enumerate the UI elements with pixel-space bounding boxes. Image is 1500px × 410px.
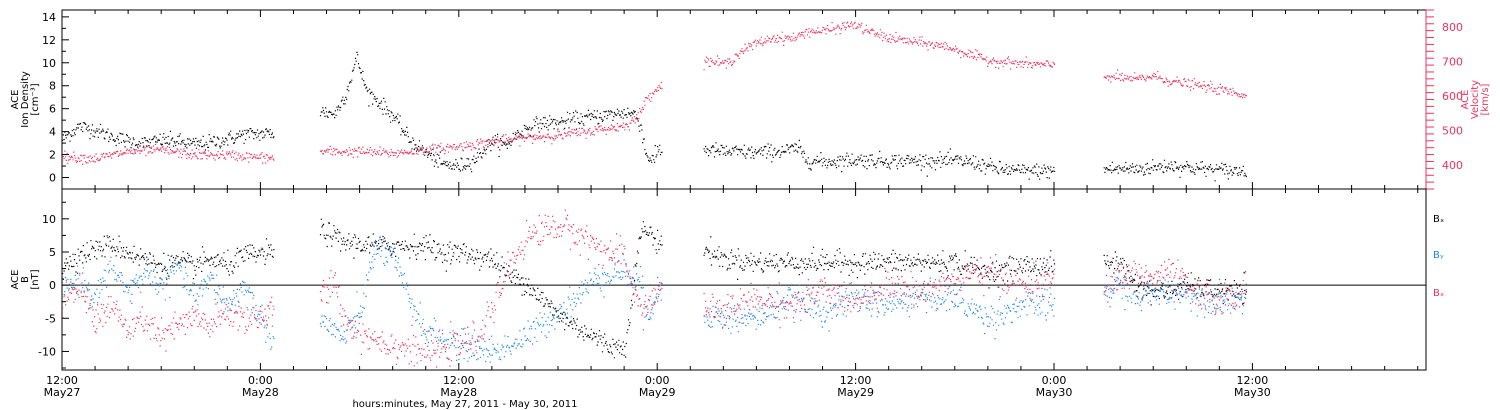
y-axis-title: ACE — [10, 270, 21, 290]
x-tick-time-label: 0:00 — [248, 374, 273, 387]
x-tick-time-label: 12:00 — [840, 374, 872, 387]
x-tick-time-label: 12:00 — [443, 374, 475, 387]
y-tick-label: 2 — [49, 149, 56, 162]
y-tick-label: 10 — [42, 57, 56, 70]
y-tick-label: 5 — [49, 246, 56, 259]
x-tick-time-label: 0:00 — [645, 374, 670, 387]
x-tick-time-label: 12:00 — [1237, 374, 1269, 387]
y-tick-label: -10 — [38, 345, 56, 358]
right-y-tick-label: 400 — [1442, 159, 1463, 172]
x-axis-title: hours:minutes, May 27, 2011 - May 30, 20… — [352, 399, 577, 410]
series-points — [62, 21, 1247, 165]
y-axis-title: [cm⁻³] — [30, 83, 41, 115]
x-tick-date-label: May30 — [1036, 386, 1073, 399]
magnetic-field-panel: -10 -5 0 5 10 ACE B [nT] Bₓ Bᵧ Bₓ — [10, 188, 1444, 371]
time-axis: 12:00May270:00May2812:00May280:00May2912… — [44, 10, 1419, 399]
series-points — [62, 218, 1247, 359]
panel-frame — [61, 188, 1427, 371]
right-y-tick-label: 500 — [1442, 124, 1463, 137]
y-axis-title: B — [20, 276, 31, 283]
x-tick-date-label: May29 — [837, 386, 874, 399]
x-tick-date-label: May29 — [639, 386, 676, 399]
series-1 — [62, 238, 1247, 363]
right-y-tick-label: 800 — [1442, 21, 1463, 34]
y-tick-label: 0 — [49, 172, 56, 185]
y-tick-label: 0 — [49, 279, 56, 292]
x-tick-time-label: 12:00 — [46, 374, 78, 387]
series-2 — [62, 209, 1247, 368]
y-tick-label: 10 — [42, 213, 56, 226]
y-tick-label: 4 — [49, 126, 56, 139]
right-y-tick-label: 600 — [1442, 90, 1463, 103]
legend-entry: Bₓ — [1433, 288, 1444, 299]
x-tick-date-label: May28 — [440, 386, 477, 399]
legend-entry: Bᵧ — [1433, 250, 1444, 261]
series-points — [62, 238, 1247, 363]
series-points — [62, 209, 1247, 368]
right-y-tick-label: 700 — [1442, 56, 1463, 69]
x-tick-time-label: 0:00 — [1042, 374, 1067, 387]
right-y-axis-title: ACE — [1460, 90, 1471, 110]
y-tick-label: 12 — [42, 34, 56, 47]
series-points — [62, 51, 1247, 182]
legend-entry: Bₓ — [1433, 214, 1444, 225]
y-tick-label: 14 — [42, 11, 56, 24]
series-0 — [62, 51, 1247, 182]
series-0 — [62, 218, 1247, 359]
y-axis-title: [nT] — [30, 269, 41, 289]
x-tick-date-label: May27 — [44, 386, 81, 399]
y-tick-label: 8 — [49, 80, 56, 93]
x-tick-date-label: May30 — [1234, 386, 1271, 399]
x-tick-date-label: May28 — [242, 386, 279, 399]
y-axis-title: Ion Density — [20, 71, 31, 128]
y-tick-label: 6 — [49, 103, 56, 116]
panel-frame — [61, 9, 1427, 190]
series-1 — [62, 21, 1247, 165]
y-axis-title: ACE — [10, 90, 21, 110]
y-tick-label: -5 — [45, 312, 56, 325]
right-y-axis-title: [km/s] — [1480, 83, 1491, 115]
right-y-axis-title: Velocity — [1470, 80, 1481, 119]
